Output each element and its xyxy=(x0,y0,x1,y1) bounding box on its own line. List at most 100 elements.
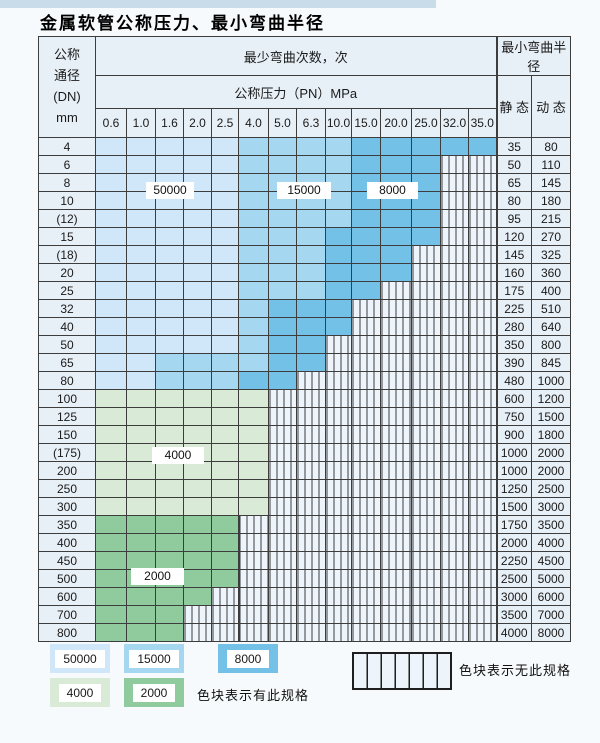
no-spec-cell xyxy=(440,443,469,462)
spec-cell xyxy=(325,317,352,336)
spec-cell xyxy=(268,371,297,390)
spec-cell xyxy=(238,299,269,318)
spec-cell xyxy=(95,569,127,588)
table-row: 500 2500 5000 xyxy=(38,569,571,588)
spec-cell xyxy=(155,533,184,552)
spec-cell xyxy=(95,533,127,552)
cycles-label-15000: 15000 xyxy=(277,182,331,199)
no-spec-cell xyxy=(468,569,497,588)
dynamic-radius-cell: 3500 xyxy=(531,515,571,534)
spec-cell xyxy=(211,515,239,534)
spec-cell xyxy=(211,407,239,426)
spec-cell xyxy=(238,461,269,480)
spec-cell xyxy=(126,623,156,642)
spec-cell xyxy=(268,137,297,156)
no-spec-cell xyxy=(380,533,412,552)
spec-cell xyxy=(238,407,269,426)
legend-label-15000: 15000 xyxy=(129,649,179,668)
cycles-label-50000: 50000 xyxy=(146,182,194,199)
no-spec-cell xyxy=(351,587,381,606)
dynamic-radius-cell: 2000 xyxy=(531,461,571,480)
header-row-2: 公称压力（PN）MPa 静 态 动 态 xyxy=(39,75,571,138)
top-strip xyxy=(0,0,436,8)
no-spec-cell xyxy=(296,371,326,390)
spec-cell xyxy=(380,137,412,156)
spec-cell xyxy=(380,209,412,228)
header-row-3: 0.6 1.0 1.6 2.0 2.5 4.0 5.0 6.3 10.0 15.… xyxy=(39,108,571,138)
no-spec-cell xyxy=(325,425,352,444)
no-spec-cell xyxy=(380,281,412,300)
spec-cell xyxy=(183,479,212,498)
spec-cell xyxy=(155,317,184,336)
table-row: 15 120 270 xyxy=(38,227,571,246)
spec-cell xyxy=(211,227,239,246)
spec-cell xyxy=(126,335,156,354)
static-radius-cell: 1000 xyxy=(495,443,532,462)
dynamic-radius-cell: 1000 xyxy=(531,371,571,390)
legend-label-4000: 4000 xyxy=(58,683,102,702)
spec-cell xyxy=(411,227,441,246)
pressure-tick: 35.0 xyxy=(468,108,497,138)
spec-cell xyxy=(238,137,269,156)
spec-cell xyxy=(380,155,412,174)
spec-cell xyxy=(155,623,184,642)
spec-cell xyxy=(155,137,184,156)
legend-swatch-2000: 2000 xyxy=(124,678,184,707)
no-spec-cell xyxy=(411,263,441,282)
spec-cell xyxy=(126,263,156,282)
no-spec-cell xyxy=(411,389,441,408)
no-spec-cell xyxy=(268,425,297,444)
no-spec-cell xyxy=(440,335,469,354)
static-radius-cell: 175 xyxy=(495,281,532,300)
spec-cell xyxy=(296,353,326,372)
dn-cell: 300 xyxy=(38,497,96,516)
spec-cell xyxy=(411,191,441,210)
spec-cell xyxy=(95,443,127,462)
dn-cell: 100 xyxy=(38,389,96,408)
spec-cell xyxy=(296,245,326,264)
spec-cell xyxy=(155,605,184,624)
no-spec-cell xyxy=(468,623,497,642)
spec-cell xyxy=(126,245,156,264)
spec-cell xyxy=(126,425,156,444)
table-row: 300 1500 3000 xyxy=(38,497,571,516)
spec-cell xyxy=(183,281,212,300)
radius-header: 最小弯曲半径 xyxy=(495,36,571,76)
dn-cell: (18) xyxy=(38,245,96,264)
no-spec-cell xyxy=(468,515,497,534)
spec-cell xyxy=(126,533,156,552)
static-radius-cell: 2500 xyxy=(495,569,532,588)
no-spec-cell xyxy=(468,479,497,498)
table-row: 100 600 1200 xyxy=(38,389,571,408)
no-spec-cell xyxy=(468,425,497,444)
spec-cell xyxy=(296,299,326,318)
spec-cell xyxy=(211,443,239,462)
no-spec-cell xyxy=(238,515,269,534)
spec-cell xyxy=(126,605,156,624)
spec-cell xyxy=(325,245,352,264)
no-spec-cell xyxy=(440,173,469,192)
no-spec-cell xyxy=(380,587,412,606)
no-spec-cell xyxy=(380,569,412,588)
dn-cell: 80 xyxy=(38,371,96,390)
no-spec-cell xyxy=(296,479,326,498)
static-radius-cell: 120 xyxy=(495,227,532,246)
no-spec-cell xyxy=(325,533,352,552)
spec-cell xyxy=(325,299,352,318)
no-spec-cell xyxy=(411,371,441,390)
pressure-tick: 15.0 xyxy=(351,108,381,138)
spec-cell xyxy=(183,533,212,552)
no-spec-cell xyxy=(296,623,326,642)
no-spec-cell xyxy=(351,371,381,390)
table-row: 800 4000 8000 xyxy=(38,623,571,642)
spec-cell xyxy=(95,245,127,264)
table-row: 400 2000 4000 xyxy=(38,533,571,552)
spec-cell xyxy=(183,389,212,408)
pressure-tick: 32.0 xyxy=(440,108,469,138)
dn-cell: 500 xyxy=(38,569,96,588)
spec-cell xyxy=(95,173,127,192)
spec-cell xyxy=(351,281,381,300)
pressure-tick: 1.0 xyxy=(126,108,156,138)
spec-cell xyxy=(126,551,156,570)
spec-cell xyxy=(296,209,326,228)
